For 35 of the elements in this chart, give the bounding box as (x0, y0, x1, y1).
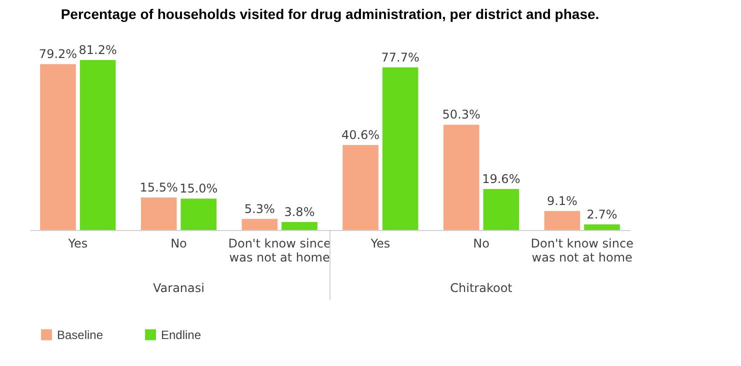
legend-label: Endline (161, 328, 202, 342)
text: Chitrakoot (450, 281, 513, 295)
bar (80, 60, 116, 230)
x-tick-label: Don't know since was not at home (530, 236, 634, 264)
bar (443, 124, 480, 230)
data-label: 15.0% (180, 182, 218, 196)
bar (140, 198, 177, 230)
data-label: 5.3% (244, 202, 275, 216)
bar (483, 188, 520, 230)
bar (282, 222, 318, 230)
data-label: 81.2% (78, 43, 117, 57)
legend-label: Baseline (57, 328, 104, 342)
bar (382, 67, 418, 230)
x-tick-label: No (170, 236, 187, 250)
chart-title: Percentage of households visited for drug administration, per district and phase. (60, 6, 600, 22)
text: Varanasi (153, 281, 204, 295)
bar (342, 145, 378, 230)
data-label: 77.7% (381, 50, 420, 64)
data-label: 50.3% (442, 108, 480, 122)
data-label: 2.7% (586, 207, 618, 222)
x-tick-label: No (473, 236, 490, 250)
x-tick-label: Yes (370, 236, 390, 250)
bar (544, 210, 580, 230)
x-tick-label: Don't know since was not at home (228, 236, 331, 264)
data-label: 79.2% (38, 47, 78, 62)
bar (242, 218, 278, 230)
data-label: 40.6% (341, 128, 380, 142)
bar (180, 198, 217, 230)
bar (584, 224, 620, 230)
data-label: 15.5% (140, 180, 178, 195)
data-label: 3.8% (284, 205, 315, 220)
bar (40, 64, 76, 230)
data-label: 19.6% (482, 172, 520, 186)
data-label: 9.1% (546, 194, 578, 208)
x-tick-label: Yes (67, 236, 88, 250)
